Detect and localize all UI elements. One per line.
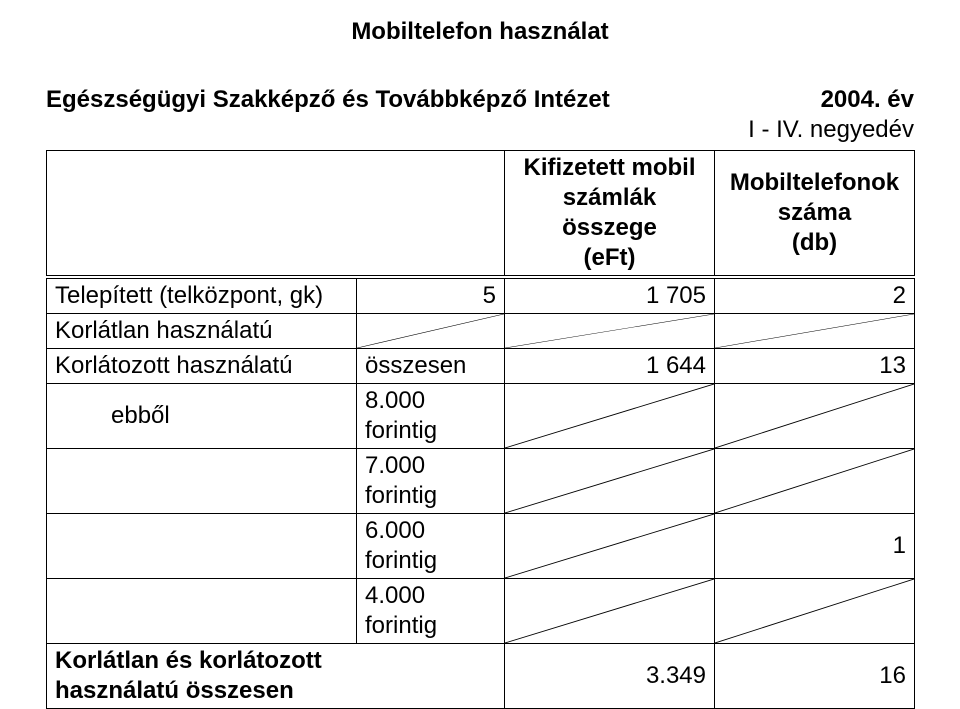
year-label: 2004. év	[821, 86, 914, 114]
subtitle-row: Egészségügyi Szakképző és Továbbképző In…	[46, 86, 914, 114]
cell: 1	[715, 514, 915, 579]
row-label-total: Korlátlan és korlátozott használatú össz…	[47, 644, 505, 709]
cell: 4.000 forintig	[357, 579, 505, 644]
slash-cell	[715, 449, 915, 514]
slash-cell	[357, 314, 505, 349]
slash-cell	[505, 514, 715, 579]
table-row: Korlátlan használatú	[47, 314, 915, 349]
table-row: ebből 8.000 forintig	[47, 384, 915, 449]
cell: 1 705	[505, 277, 715, 314]
table-row: 6.000 forintig 1	[47, 514, 915, 579]
row-label: Korlátozott használatú	[47, 349, 357, 384]
table-row-total: Korlátlan és korlátozott használatú össz…	[47, 644, 915, 709]
table-row: Korlátozott használatú összesen 1 644 13	[47, 349, 915, 384]
table-row: Telepített (telközpont, gk) 5 1 705 2	[47, 277, 915, 314]
cell: 5	[357, 277, 505, 314]
slash-cell	[715, 314, 915, 349]
cell: 3.349	[505, 644, 715, 709]
institution-name: Egészségügyi Szakképző és Továbbképző In…	[46, 86, 610, 114]
slash-cell	[505, 384, 715, 449]
data-table: Kifizetett mobil számlák összege (eFt) M…	[46, 150, 915, 709]
cell: 13	[715, 349, 915, 384]
cell: 8.000 forintig	[357, 384, 505, 449]
slash-cell	[505, 579, 715, 644]
table-row: 4.000 forintig	[47, 579, 915, 644]
row-label: ebből	[47, 384, 357, 449]
row-label	[47, 449, 357, 514]
col-header-amount: Kifizetett mobil számlák összege (eFt)	[505, 151, 715, 278]
cell: 6.000 forintig	[357, 514, 505, 579]
col-header-empty	[47, 151, 505, 278]
row-label: Telepített (telközpont, gk)	[47, 277, 357, 314]
table-row: 7.000 forintig	[47, 449, 915, 514]
row-label	[47, 579, 357, 644]
col-header-count: Mobiltelefonok száma (db)	[715, 151, 915, 278]
cell: 16	[715, 644, 915, 709]
cell: 1 644	[505, 349, 715, 384]
row-label	[47, 514, 357, 579]
slash-cell	[505, 314, 715, 349]
slash-cell	[715, 384, 915, 449]
cell: összesen	[357, 349, 505, 384]
row-label: Korlátlan használatú	[47, 314, 357, 349]
slash-cell	[715, 579, 915, 644]
cell: 2	[715, 277, 915, 314]
page-title: Mobiltelefon használat	[46, 18, 914, 46]
quarter-label: I - IV. negyedév	[46, 116, 914, 144]
cell: 7.000 forintig	[357, 449, 505, 514]
slash-cell	[505, 449, 715, 514]
